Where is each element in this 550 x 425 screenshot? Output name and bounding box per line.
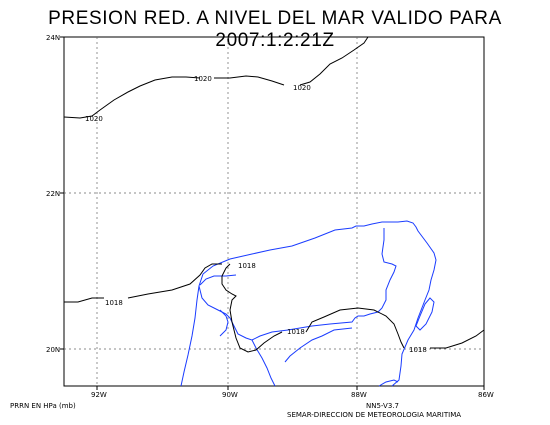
units-note: PRRN EN HPa (mb) (10, 402, 76, 410)
agency-credit: SEMAR-DIRECCION DE METEOROLOGIA MARITIMA (287, 411, 462, 419)
coastline (180, 220, 437, 387)
lat-label-22n: 22N (46, 190, 60, 198)
isobar-label-1018-right: 1018 (409, 346, 427, 354)
model-version: NN5-V3.7 (366, 402, 399, 410)
isobars (63, 36, 485, 353)
isobar-label-1020-right: 1020 (293, 84, 311, 92)
isobar-label-1018-mid: 1018 (287, 328, 305, 336)
axis-ticks (60, 36, 485, 390)
lat-label-20n: 20N (46, 346, 60, 354)
isobar-label-1018-left: 1018 (105, 299, 123, 307)
lon-label-86w: 86W (478, 391, 494, 399)
lon-label-92w: 92W (91, 391, 107, 399)
lon-label-88w: 88W (351, 391, 367, 399)
map-frame (63, 36, 485, 387)
lat-label-24n: 24N (46, 34, 60, 42)
lon-label-90w: 90W (222, 391, 238, 399)
isobar-label-1018-inner: 1018 (238, 262, 256, 270)
isobar-label-1020-mid: 1020 (194, 75, 212, 83)
isobar-label-1020-left: 1020 (85, 115, 103, 123)
grid-lines (64, 37, 484, 386)
map-title: PRESION RED. A NIVEL DEL MAR VALIDO PARA… (48, 8, 502, 51)
